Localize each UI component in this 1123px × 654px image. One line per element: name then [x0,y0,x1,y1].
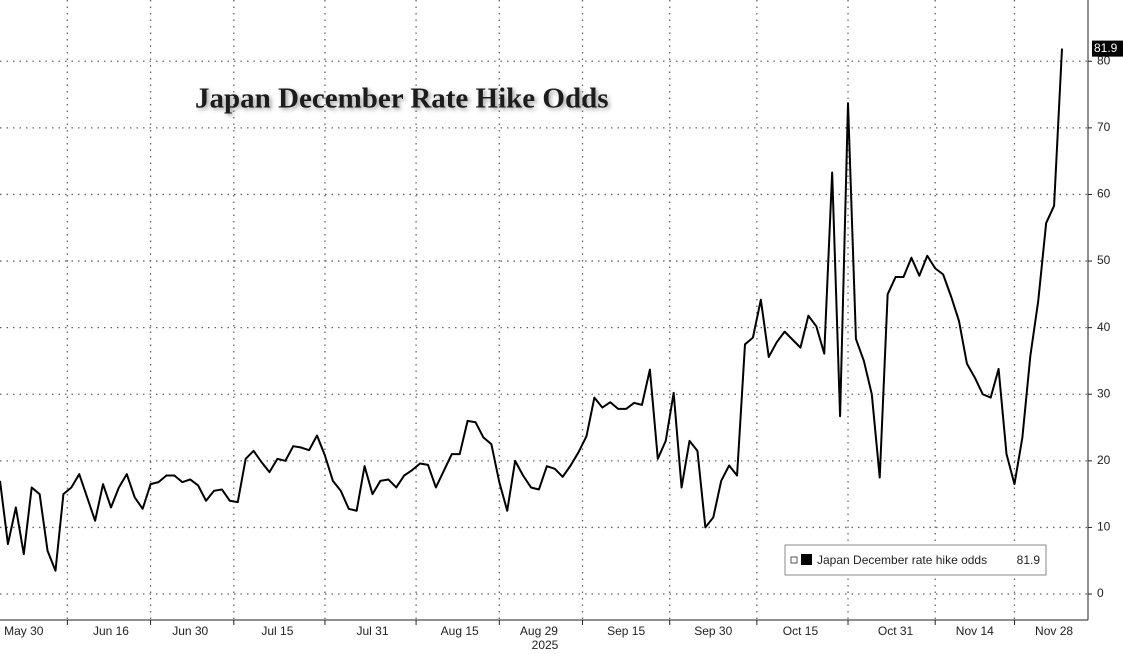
y-tick-label: 50 [1097,253,1111,267]
legend-icon [790,556,798,564]
legend-swatch [801,554,812,565]
line [0,48,1063,572]
legend-box [784,544,1047,576]
x-tick-label: Sep 30 [694,624,732,638]
y-tick-label: 30 [1097,386,1111,400]
x-tick-label: Oct 31 [878,624,914,638]
x-tick-label: Sep 15 [607,624,645,638]
x-tick-label: Jun 30 [172,624,208,638]
y-tick-label: 20 [1097,453,1111,467]
chart-title: Japan December Rate Hike Odds [195,83,609,115]
x-tick-label: Jul 31 [356,624,388,638]
x-tick-label: Nov 14 [956,624,994,638]
x-tick-label: Oct 15 [783,624,819,638]
x-tick-label: Aug 15 [441,624,479,638]
x-axis-label: 2025 [532,638,559,652]
y-tick-label: 40 [1097,320,1111,334]
y-tick-label: 10 [1097,520,1111,534]
y-tick-label: 80 [1097,53,1111,67]
y-tick-label: 60 [1097,187,1111,201]
x-tick-label: Aug 29 [520,624,558,638]
legend-value: 81.9 [1017,553,1041,567]
legend-label: Japan December rate hike odds [817,553,987,567]
x-tick-label: Jul 15 [261,624,293,638]
last-value-label: 81.9 [1094,41,1118,55]
x-tick-label: May 30 [4,624,44,638]
y-tick-label: 0 [1097,586,1104,600]
x-tick-label: Nov 28 [1035,624,1073,638]
last-value-box [1092,40,1123,57]
x-tick-label: Jun 16 [93,624,129,638]
legend: Japan December rate hike odds 81.9 [784,544,1047,576]
y-tick-label: 70 [1097,120,1111,134]
